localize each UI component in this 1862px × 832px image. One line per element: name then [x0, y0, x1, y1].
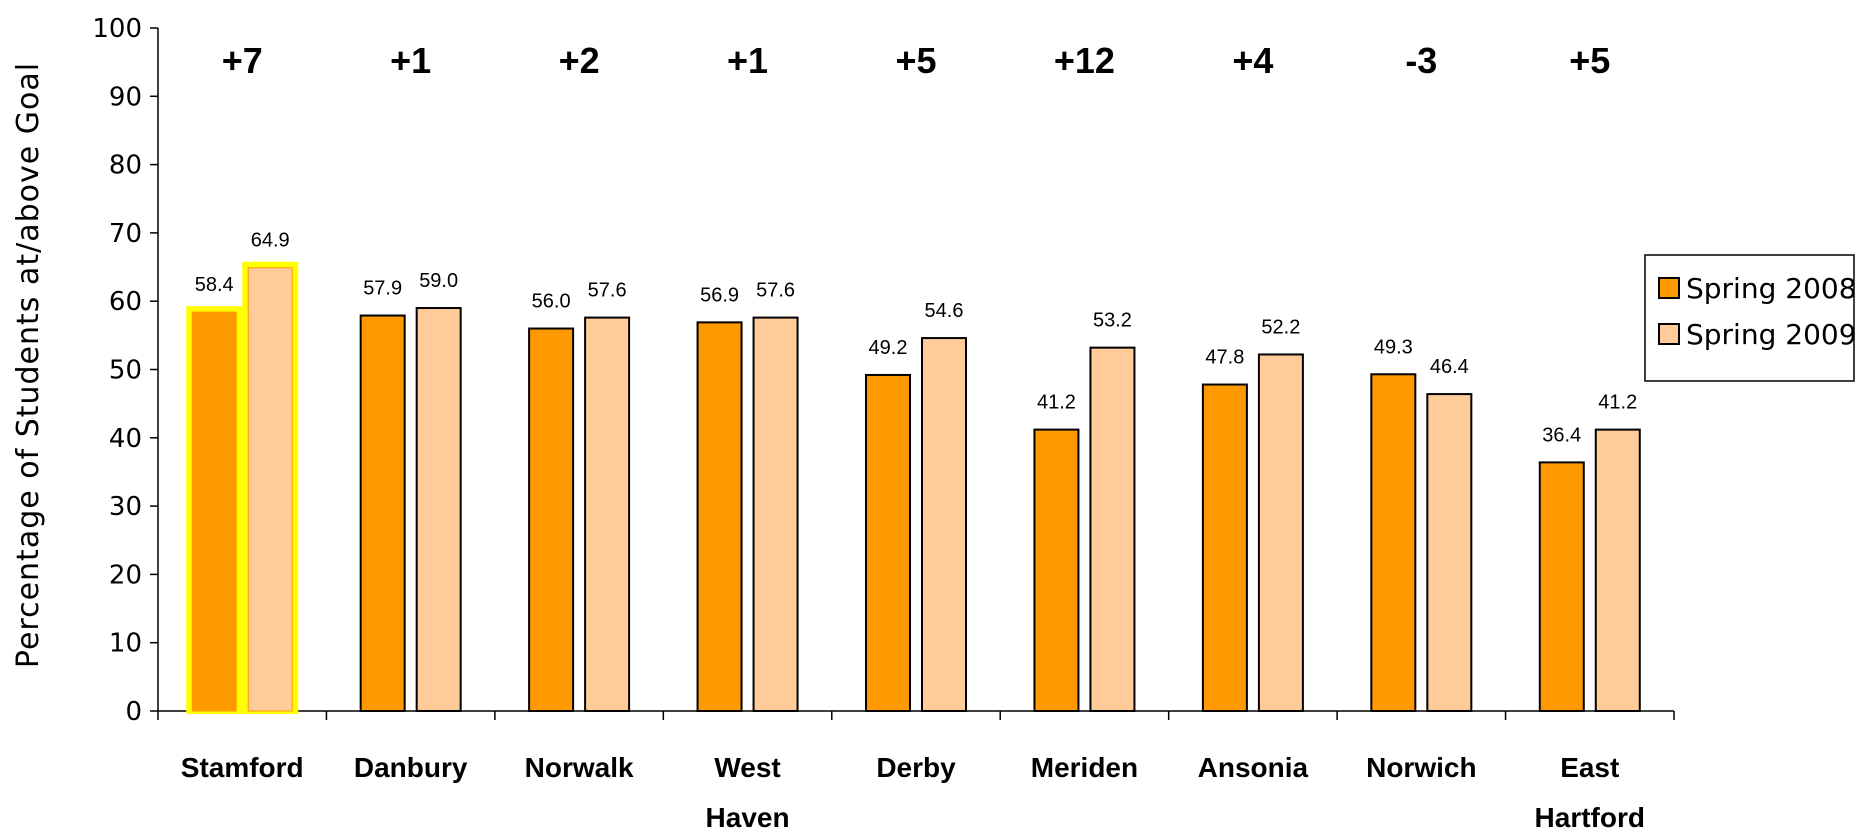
bar-spring-2009 — [1257, 353, 1304, 712]
change-labels: +7 +1 +2 +1 +5 +12 +4 -3 +5 — [222, 40, 1611, 81]
bar-spring-2008 — [528, 327, 575, 712]
bar-spring-2009 — [584, 316, 631, 712]
data-label: 41.2 — [1037, 392, 1076, 414]
category-label: Hartford — [1535, 802, 1645, 832]
y-tick-label: 100 — [92, 14, 142, 44]
y-tick-label: 70 — [109, 219, 142, 249]
category-label: Ansonia — [1198, 752, 1309, 783]
change-label: +5 — [895, 40, 936, 81]
data-label: 49.3 — [1374, 336, 1413, 358]
bars — [186, 261, 1641, 714]
legend-swatch — [1658, 277, 1680, 299]
data-label: 36.4 — [1542, 424, 1581, 446]
change-label: +7 — [222, 40, 263, 81]
change-label: +5 — [1569, 40, 1610, 81]
category-label: Meriden — [1031, 752, 1138, 783]
category-label: West — [714, 752, 780, 783]
data-label: 57.6 — [588, 280, 627, 302]
bar-spring-2009 — [415, 307, 462, 712]
bar-spring-2008 — [1201, 383, 1248, 712]
bar-spring-2008 — [1033, 428, 1080, 712]
data-label: 52.2 — [1261, 316, 1300, 338]
bar-spring-2009 — [752, 316, 799, 712]
data-label: 54.6 — [925, 300, 964, 322]
data-label: 49.2 — [869, 337, 908, 359]
bar-spring-2008 — [191, 311, 237, 712]
category-label: Norwalk — [525, 752, 634, 783]
bar-spring-2009 — [1594, 428, 1641, 712]
change-label: +2 — [559, 40, 600, 81]
data-label: 57.6 — [756, 280, 795, 302]
data-label: 64.9 — [251, 230, 290, 252]
legend-label: Spring 2009 — [1686, 318, 1857, 351]
data-label: 56.0 — [532, 291, 571, 313]
y-tick-label: 20 — [109, 560, 142, 590]
data-label: 58.4 — [195, 274, 234, 296]
category-label: Stamford — [181, 752, 304, 783]
y-tick-label: 60 — [109, 287, 142, 317]
legend-label: Spring 2008 — [1686, 272, 1857, 305]
legend-box — [1644, 254, 1855, 382]
bar-spring-2008 — [865, 373, 911, 712]
y-tick-label: 50 — [109, 356, 142, 386]
data-label: 57.9 — [363, 278, 402, 300]
bar-spring-2008 — [359, 314, 406, 712]
data-labels: 58.4 64.9 57.9 59.0 56.0 57.6 56.9 57.6 49.2 54.6… — [195, 230, 1637, 447]
legend-swatch — [1658, 323, 1680, 345]
category-labels: Stamford Danbury Norwalk West Haven Derby Meri… — [181, 752, 1645, 832]
data-label: 59.0 — [419, 270, 458, 292]
data-label: 53.2 — [1093, 310, 1132, 332]
bar-spring-2009 — [921, 337, 967, 712]
y-tick-label: 0 — [125, 697, 142, 727]
change-label: +4 — [1232, 40, 1273, 81]
data-label: 47.8 — [1205, 347, 1244, 369]
y-tick-label: 30 — [109, 492, 142, 522]
bar-spring-2009 — [1426, 393, 1473, 712]
y-axis-title: Percentage of Students at/above Goal — [11, 62, 46, 668]
y-axis: 0 10 20 30 40 50 60 70 80 90 100 — [92, 14, 159, 727]
data-label: 41.2 — [1598, 392, 1637, 414]
y-tick-label: 10 — [109, 629, 142, 659]
bar-spring-2009 — [1089, 346, 1136, 712]
x-axis — [157, 710, 1675, 720]
category-label: Derby — [876, 752, 956, 783]
change-label: +1 — [390, 40, 431, 81]
y-tick-label: 40 — [109, 424, 142, 454]
category-label: East — [1560, 752, 1619, 783]
change-label: -3 — [1405, 40, 1437, 81]
bar-spring-2008 — [696, 321, 743, 712]
bar-spring-2008 — [1370, 373, 1417, 712]
legend: Spring 2008 Spring 2009 — [1644, 254, 1857, 382]
category-label: Danbury — [354, 752, 468, 783]
y-tick-label: 90 — [109, 82, 142, 112]
change-label: +12 — [1054, 40, 1115, 81]
bar-spring-2008 — [1538, 461, 1585, 712]
bar-spring-2009 — [247, 267, 293, 712]
category-label: Haven — [706, 802, 790, 832]
category-label: Norwich — [1366, 752, 1476, 783]
change-label: +1 — [727, 40, 768, 81]
data-label: 46.4 — [1430, 356, 1469, 378]
data-label: 56.9 — [700, 284, 739, 306]
y-tick-label: 80 — [109, 151, 142, 181]
